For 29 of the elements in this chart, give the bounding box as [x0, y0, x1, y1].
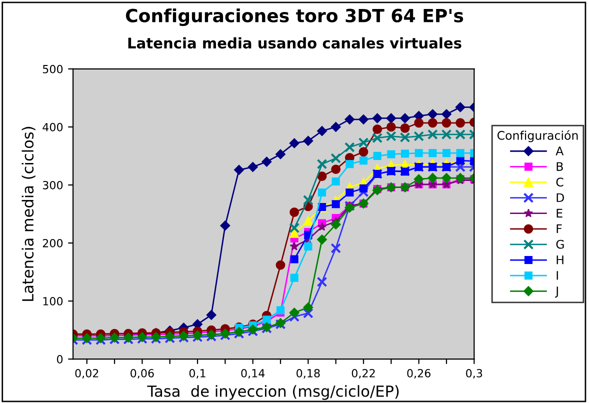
x-axis-title: Tasa de inyeccion (msg/ciclo/EP) [147, 385, 399, 400]
legend-label: E [556, 208, 562, 218]
x-tick-label: 0,02 [75, 368, 98, 379]
y-tick-label: 500 [42, 64, 63, 74]
legend-label: G [556, 240, 564, 249]
legend-label: J [555, 286, 558, 298]
legend-label: D [556, 193, 564, 202]
x-tick-label: 0,26 [407, 368, 430, 379]
x-tick-label: 0,14 [241, 368, 265, 379]
legend-label: I [556, 271, 558, 280]
x-tick-label: 0,1 [189, 368, 206, 379]
y-tick-label: 300 [42, 180, 63, 190]
legend-label: F [556, 224, 562, 234]
legend-label: A [556, 146, 564, 156]
legend-label: B [556, 162, 563, 171]
x-tick-label: 0,18 [296, 368, 320, 379]
legend-label: H [556, 256, 564, 264]
chart-title: Configuraciones toro 3DT 64 EP's [126, 8, 464, 26]
y-tick-label: 200 [42, 238, 63, 248]
x-tick-label: 0,22 [352, 368, 375, 379]
chart-subtitle: Latencia media usando canales virtuales [128, 37, 462, 49]
legend-title: Configuración [497, 130, 578, 142]
y-tick-label: 400 [42, 122, 63, 132]
y-axis-title: Latencia media (ciclos) [22, 126, 36, 301]
y-tick-label: 100 [43, 297, 63, 306]
x-tick-label: 0,3 [466, 368, 482, 379]
legend-label: C [556, 178, 564, 187]
y-tick-label: 0 [56, 355, 63, 364]
x-tick-label: 0,06 [130, 368, 154, 379]
